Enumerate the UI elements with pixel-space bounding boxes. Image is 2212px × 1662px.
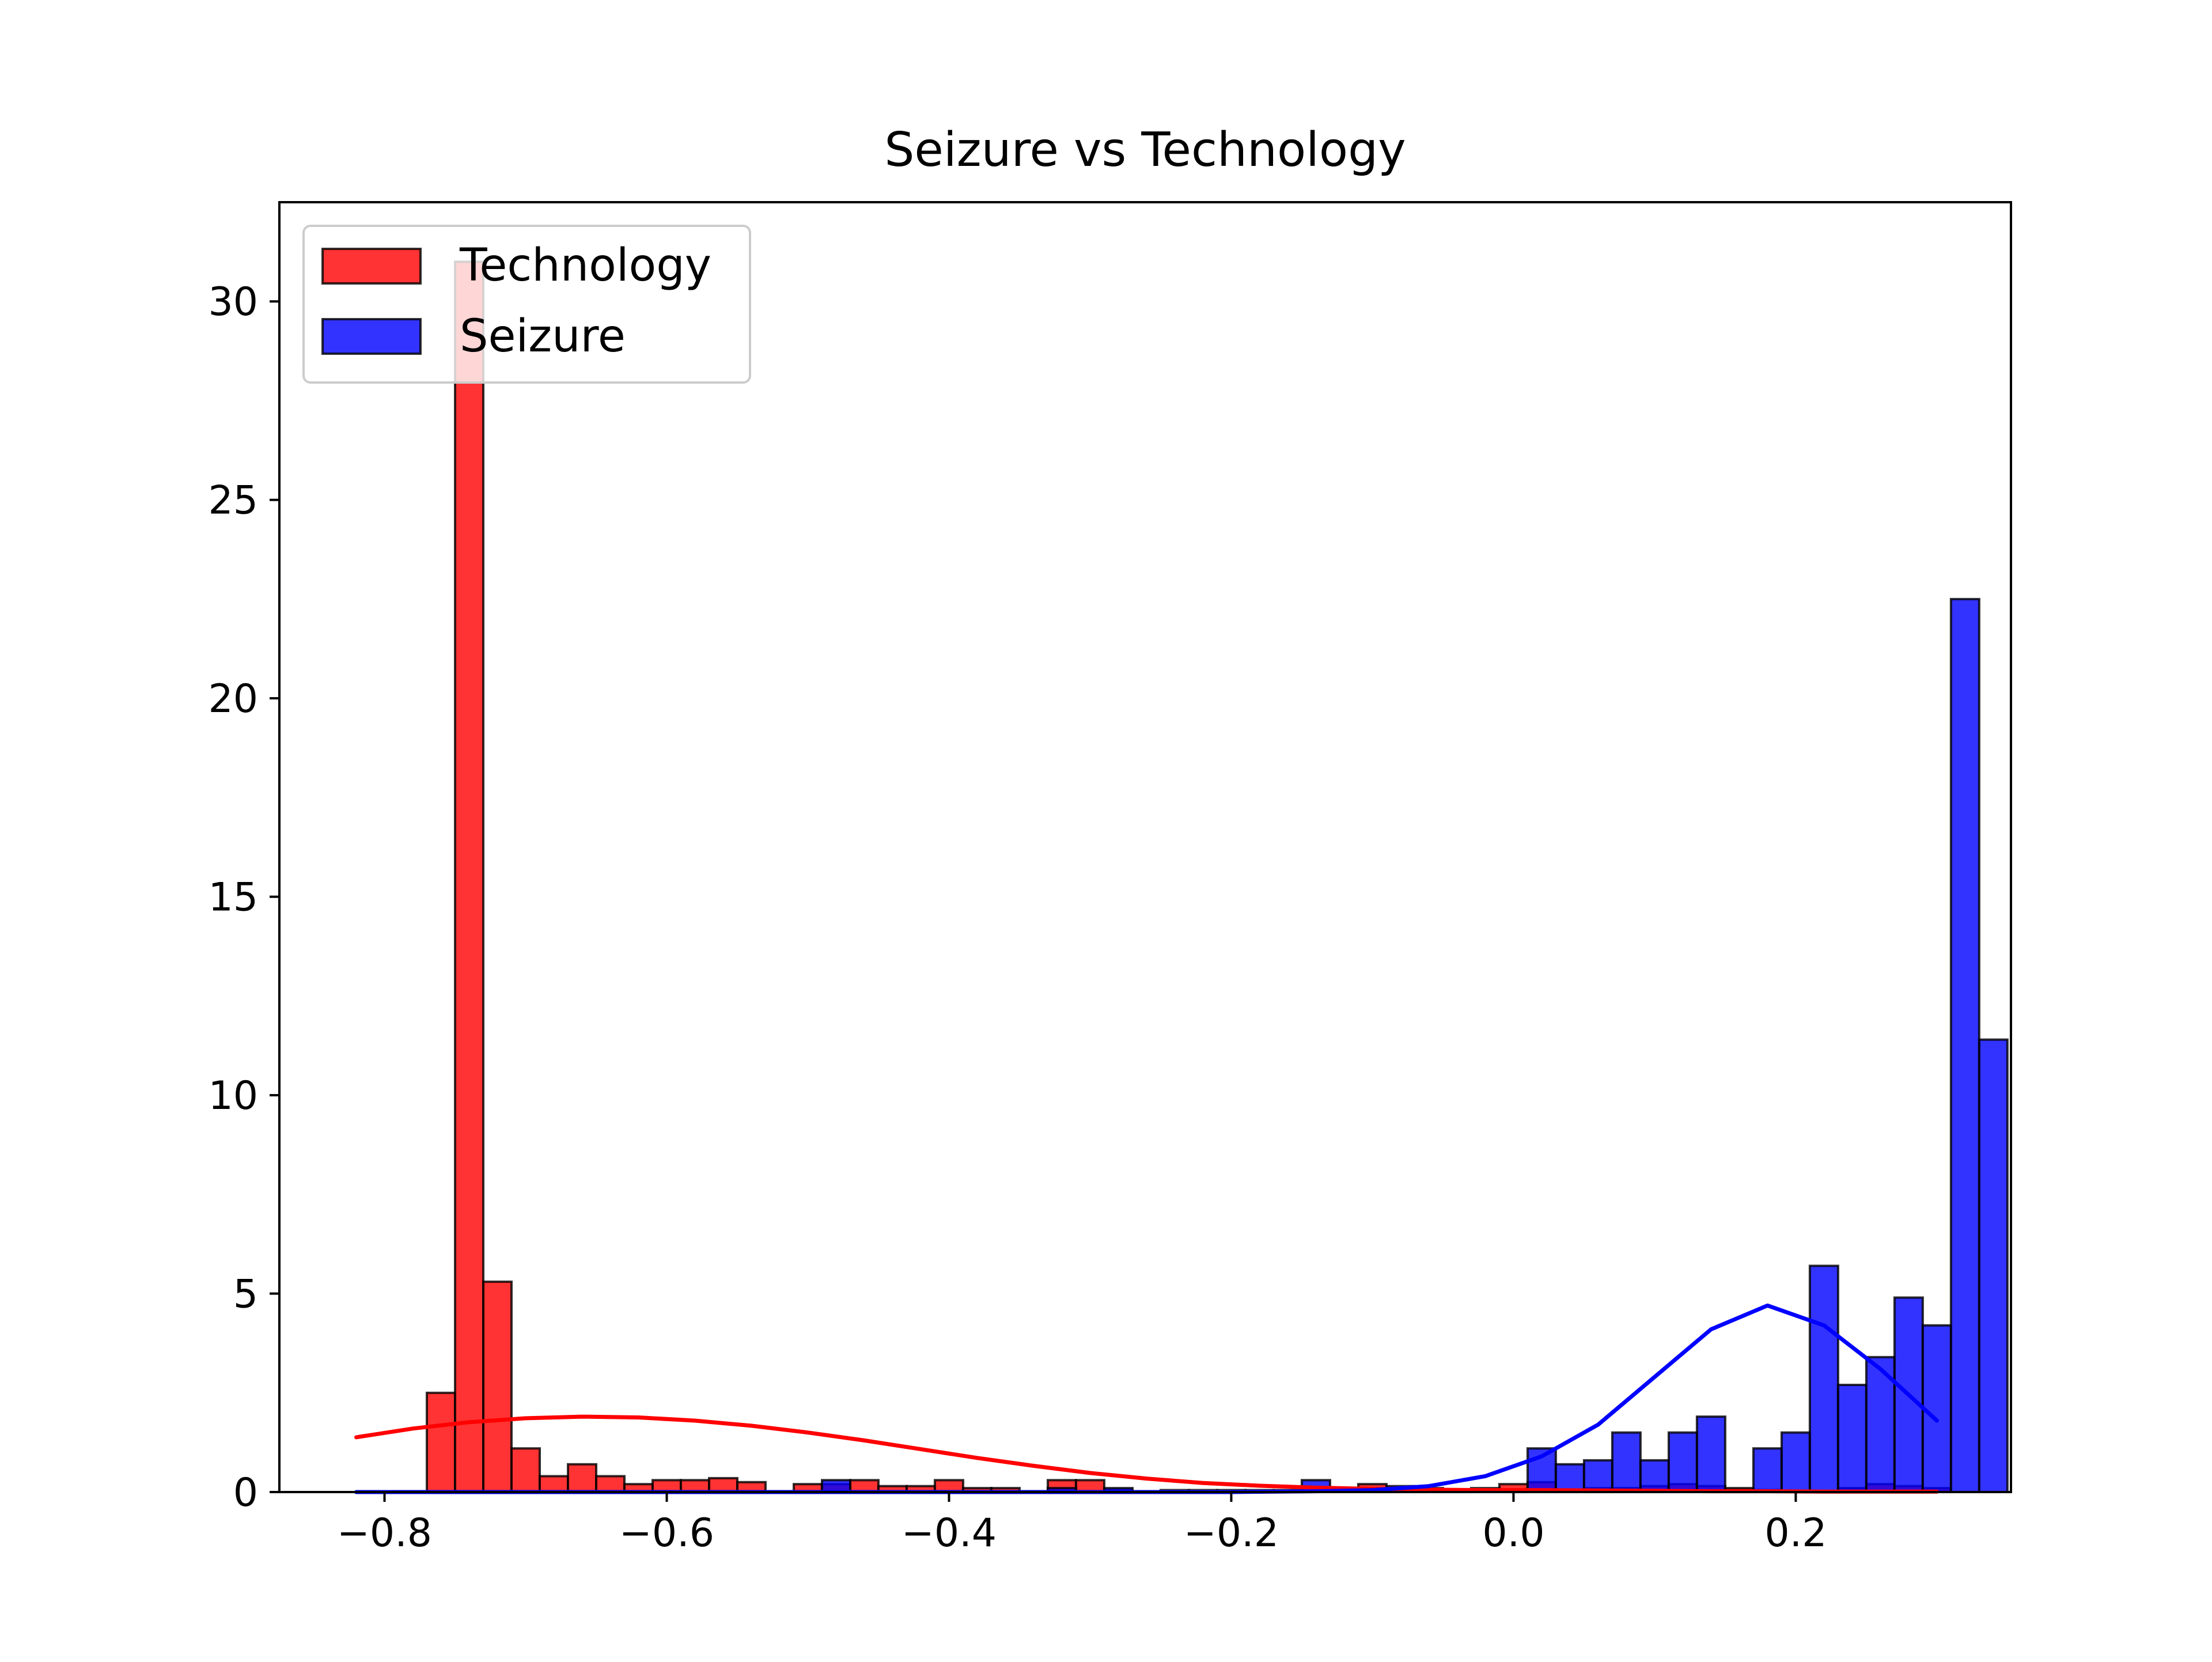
technology-bar bbox=[539, 1475, 569, 1494]
seizure-bar bbox=[1667, 1431, 1698, 1494]
seizure-bar bbox=[1582, 1459, 1613, 1494]
y-tick-label: 10 bbox=[208, 1073, 258, 1119]
y-tick-label: 0 bbox=[233, 1470, 258, 1516]
legend-label-seizure: Seizure bbox=[460, 311, 626, 362]
seizure-bar bbox=[1836, 1383, 1868, 1493]
y-axis: 0 5 10 15 20 25 30 bbox=[208, 279, 279, 1516]
seizure-bar bbox=[1752, 1447, 1783, 1494]
technology-bar bbox=[510, 1447, 541, 1494]
x-tick-label: −0.2 bbox=[1184, 1510, 1279, 1556]
chart-title: Seizure vs Technology bbox=[884, 123, 1406, 177]
seizure-bar bbox=[1921, 1324, 1952, 1494]
technology-bar bbox=[482, 1280, 513, 1494]
x-tick-label: 0.0 bbox=[1482, 1510, 1544, 1556]
plot-frame bbox=[278, 201, 2012, 1493]
y-tick-label: 15 bbox=[208, 875, 258, 921]
legend-swatch-technology bbox=[321, 248, 422, 285]
legend: Technology Seizure bbox=[302, 225, 751, 384]
x-tick-label: 0.2 bbox=[1764, 1510, 1827, 1556]
technology-bar bbox=[594, 1475, 626, 1494]
technology-bar bbox=[454, 260, 485, 1494]
seizure-bar bbox=[1695, 1415, 1726, 1494]
seizure-bar bbox=[1554, 1463, 1585, 1494]
technology-bar bbox=[567, 1463, 597, 1494]
x-axis: −0.8 −0.6 −0.4 −0.2 0.0 0.2 bbox=[337, 1492, 1827, 1556]
seizure-bar bbox=[1808, 1265, 1839, 1494]
legend-swatch-seizure bbox=[321, 318, 422, 355]
seizure-bar bbox=[1978, 1038, 2009, 1493]
technology-bar bbox=[707, 1477, 738, 1494]
y-tick-label: 5 bbox=[233, 1272, 258, 1318]
seizure-bar bbox=[1949, 597, 1980, 1493]
technology-bar bbox=[426, 1391, 457, 1494]
x-tick-label: −0.8 bbox=[337, 1510, 432, 1556]
x-tick-label: −0.6 bbox=[619, 1510, 714, 1556]
y-tick-label: 20 bbox=[208, 676, 258, 722]
seizure-bar bbox=[1611, 1431, 1642, 1494]
seizure-bar bbox=[1780, 1431, 1811, 1494]
x-tick-label: −0.4 bbox=[902, 1510, 997, 1556]
legend-label-technology: Technology bbox=[459, 240, 711, 291]
y-tick-label: 25 bbox=[208, 478, 258, 524]
seizure-bar bbox=[1639, 1459, 1670, 1494]
y-tick-label: 30 bbox=[208, 279, 258, 325]
